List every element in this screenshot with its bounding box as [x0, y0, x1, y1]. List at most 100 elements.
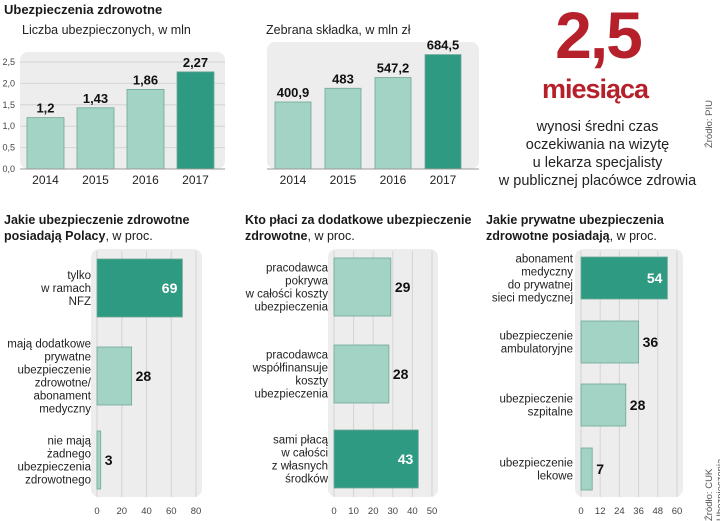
bar [96, 430, 102, 490]
bar-value-label: 28 [393, 366, 409, 382]
category-label: ubezpieczenia [17, 462, 91, 474]
y-tick-label: 0,0 [2, 164, 15, 174]
category-label: ubezpieczenie [17, 365, 91, 377]
chart3-title-normal: , w proc. [105, 229, 153, 243]
bar-value-label: 3 [105, 452, 113, 468]
chart-panel [20, 52, 225, 169]
highlight-desc-line: w publicznej placówce zdrowia [498, 173, 697, 189]
category-label: NFZ [69, 296, 91, 308]
category-label: ubezpieczenia [254, 389, 328, 401]
bar-value-label: 28 [136, 368, 152, 384]
x-tick-label: 30 [388, 506, 399, 517]
category-label: nie mają [48, 436, 92, 448]
x-tick-label: 0 [331, 506, 336, 517]
bar-value-label: 684,5 [427, 38, 460, 53]
x-tick-label: 2015 [82, 173, 109, 187]
highlight-desc-line: wynosi średni czas [536, 119, 659, 135]
bar-value-label: 29 [395, 279, 411, 295]
category-label: ubezpieczenie [499, 394, 573, 406]
x-tick-label: 2017 [182, 173, 209, 187]
chart5-title: Jakie prywatne ubezpieczenia zdrowotne p… [486, 212, 706, 244]
chart2-title: Zebrana składka, w mln zł [266, 23, 411, 37]
category-label: do prywatnej [508, 280, 573, 292]
chart1-insured: 0,0 0,5 1,0 1,5 2,0 2,5 1,2 2014 1,43 2015 1,86 201… [2, 52, 225, 187]
category-label: zdrowotnego [25, 475, 91, 487]
bar-value-label: 7 [596, 461, 604, 477]
category-label: szpitalne [528, 407, 573, 419]
x-tick-label: 0 [94, 506, 99, 517]
y-tick-label: 2,0 [2, 78, 15, 88]
bar-value-label: 400,9 [277, 85, 310, 100]
x-tick-label: 2014 [280, 173, 307, 187]
chart5-title-bold: Jakie prywatne ubezpieczenia zdrowotne p… [486, 213, 664, 243]
category-label: koszty [295, 376, 328, 388]
bar [580, 447, 593, 491]
bar [333, 344, 390, 404]
source-top: Źródło: PIU [704, 100, 715, 149]
bar [580, 320, 639, 364]
x-tick-label: 40 [407, 506, 418, 517]
y-tick-label: 1,0 [2, 121, 15, 131]
category-label: sieci medycznej [492, 293, 573, 305]
category-label: zdrowotne/ [35, 378, 92, 390]
bar [274, 101, 312, 170]
x-tick-label: 60 [166, 506, 177, 517]
x-tick-label: 40 [141, 506, 152, 517]
bar [333, 257, 392, 317]
chart1-title: Liczba ubezpieczonych, w mln [22, 23, 191, 37]
bar-value-label: 1,86 [133, 72, 158, 87]
category-label: pracodawca [266, 350, 329, 362]
chart3-title: Jakie ubezpieczenie zdrowotne posiadają … [4, 212, 204, 244]
highlight-desc-line: u lekarza specjalisty [532, 155, 663, 171]
bar-value-label: 483 [332, 71, 354, 86]
category-label: medyczny [521, 267, 573, 279]
bar-value-label: 54 [647, 270, 663, 286]
x-tick-label: 36 [633, 506, 644, 517]
y-tick-label: 0,5 [2, 143, 15, 153]
category-label: środków [285, 474, 329, 486]
x-tick-label: 80 [191, 506, 202, 517]
category-label: medyczny [39, 404, 91, 416]
bar-value-label: 43 [398, 451, 414, 467]
category-label: pracodawca [266, 263, 329, 275]
bar [96, 258, 183, 318]
bar-value-label: 1,2 [36, 101, 54, 116]
category-label: pokrywa [285, 276, 328, 288]
x-tick-label: 10 [348, 506, 359, 517]
highlight-description: wynosi średni czas oczekiwania na wizytę… [490, 118, 705, 190]
y-tick-label: 2,5 [2, 57, 15, 67]
main-title: Ubezpieczenia zdrowotne [4, 2, 163, 17]
category-label: prywatne [44, 352, 91, 364]
bar-value-label: 2,27 [183, 55, 208, 70]
bar-value-label: 547,2 [377, 61, 410, 76]
x-tick-label: 12 [595, 506, 606, 517]
x-tick-label: 24 [614, 506, 625, 517]
category-label: w całości koszty [245, 289, 329, 301]
bar-value-label: 36 [643, 334, 659, 350]
category-label: w całości [280, 448, 328, 460]
category-label: tylko [67, 270, 91, 282]
x-tick-label: 48 [653, 506, 664, 517]
bar [580, 383, 627, 427]
chart5-title-normal: , w proc. [609, 229, 657, 243]
highlight-desc-line: oczekiwania na wizytę [525, 137, 670, 153]
category-label: lekowe [537, 471, 573, 483]
x-tick-label: 2017 [430, 173, 457, 187]
bar [324, 87, 362, 170]
bar [126, 88, 165, 170]
category-label: abonament [515, 254, 573, 266]
category-label: współfinansuje [252, 363, 328, 375]
chart4-title-normal: , w proc. [307, 229, 355, 243]
chart4-title: Kto płaci za dodatkowe ubezpieczenie zdr… [245, 212, 475, 244]
category-label: żadnego [47, 449, 91, 461]
highlight-value: 2,5 [555, 0, 643, 72]
bar [374, 77, 412, 170]
x-tick-label: 2016 [380, 173, 407, 187]
category-label: ubezpieczenia [254, 302, 328, 314]
x-tick-label: 2014 [32, 173, 59, 187]
chart-panel [575, 249, 683, 497]
bar [333, 429, 419, 489]
x-tick-label: 60 [672, 506, 683, 517]
